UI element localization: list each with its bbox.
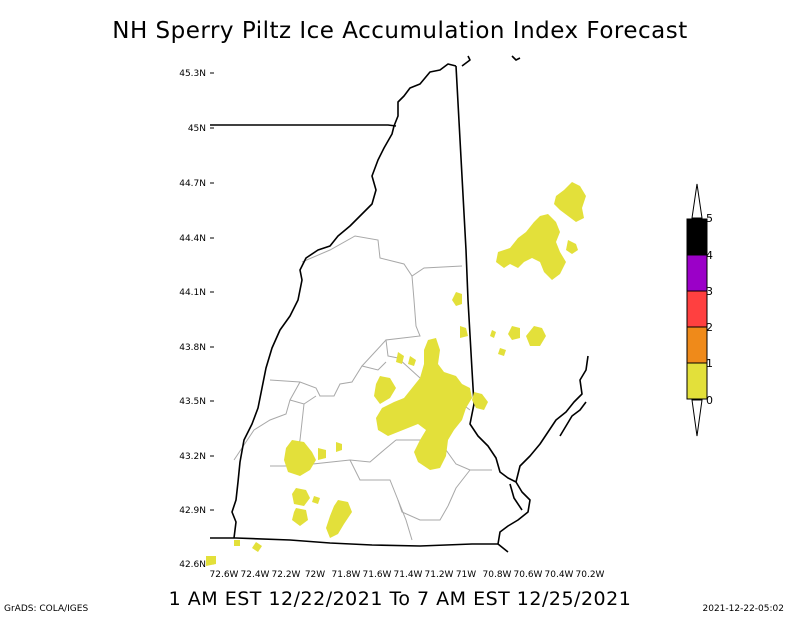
lon-axis: 72.6W 72.4W 72.2W 72W 71.8W 71.6W 71.4W … [210, 570, 605, 580]
ice-accumulation-area [336, 442, 342, 452]
lon-label: 72.6W [210, 570, 239, 580]
colorbar-label: 1 [706, 357, 713, 370]
ice-accumulation-area [540, 236, 550, 250]
ice-accumulation-area [374, 376, 396, 404]
ice-accumulation-area [252, 542, 262, 552]
timestamp: 2021-12-22-05:02 [702, 604, 785, 614]
lon-label: 72W [305, 570, 325, 580]
ice-accumulation-area [312, 496, 320, 504]
lat-label: 43.8N [179, 343, 206, 353]
ice-accumulation-area [318, 448, 326, 460]
lon-label: 70.6W [514, 570, 543, 580]
ice-accumulation-area [292, 508, 308, 526]
colorbar-label: 0 [706, 394, 713, 407]
lon-label: 72.2W [272, 570, 301, 580]
colorbar-swatch [686, 290, 708, 328]
colorbar-top-arrow [691, 183, 703, 219]
lon-label: 71.2W [425, 570, 454, 580]
lon-label: 72.4W [241, 570, 270, 580]
lat-label: 44.7N [179, 179, 206, 189]
colorbar-swatch [686, 254, 708, 292]
lon-label: 71W [456, 570, 476, 580]
colorbar-swatch [686, 218, 708, 256]
lon-label: 70.2W [576, 570, 605, 580]
state-boundaries [210, 55, 589, 553]
county-boundaries [233, 235, 492, 541]
colorbar-label: 5 [706, 212, 713, 225]
ice-accumulation-area [234, 540, 240, 546]
lon-label: 70.8W [483, 570, 512, 580]
ice-accumulation-area [496, 214, 566, 280]
lat-label: 43.5N [179, 397, 206, 407]
lon-label: 71.8W [332, 570, 361, 580]
colorbar-label: 3 [706, 285, 713, 298]
ice-accumulation-area [508, 326, 520, 340]
ice-accumulation-area [490, 330, 496, 338]
ice-accumulation-area [408, 356, 416, 366]
ice-accumulation-area [376, 338, 472, 470]
lon-label: 71.6W [363, 570, 392, 580]
ice-accumulation-area [396, 352, 404, 364]
lat-label: 43.2N [179, 452, 206, 462]
ice-accumulation-area [566, 240, 578, 254]
ice-accumulation-area [292, 488, 310, 506]
colorbar-swatch [686, 326, 708, 364]
ice-accumulation-area [498, 348, 506, 356]
colorbar-label: 4 [706, 249, 713, 262]
ice-accumulation-area [284, 440, 316, 476]
colorbar: 5 4 3 2 1 0 [686, 183, 713, 437]
colorbar-swatch [686, 362, 708, 400]
lon-label: 70.4W [545, 570, 574, 580]
ice-accumulation-area [472, 392, 488, 410]
lat-axis: 45.3N 45N 44.7N 44.4N 44.1N 43.8N 43.5N … [179, 69, 214, 570]
credit-text: GrADS: COLA/IGES [4, 604, 89, 614]
ice-accumulation-area [460, 326, 468, 338]
valid-period: 1 AM EST 12/22/2021 To 7 AM EST 12/25/20… [168, 588, 632, 610]
ice-accumulation-area [554, 182, 586, 222]
chart-title: NH Sperry Piltz Ice Accumulation Index F… [112, 18, 688, 44]
lat-label: 45.3N [179, 69, 206, 79]
colorbar-label: 2 [706, 321, 713, 334]
lat-label: 42.6N [179, 560, 206, 570]
lat-label: 44.4N [179, 234, 206, 244]
colorbar-bottom-arrow [691, 399, 703, 437]
lat-label: 44.1N [179, 288, 206, 298]
ice-accumulation-area [326, 500, 352, 538]
ice-accumulation-area [452, 292, 462, 306]
ice-accumulation-area [526, 326, 546, 346]
lat-label: 42.9N [179, 506, 206, 516]
ice-accumulation-areas [206, 182, 586, 566]
lat-label: 45N [188, 124, 206, 134]
ice-accumulation-area [206, 556, 216, 566]
lon-label: 71.4W [394, 570, 423, 580]
